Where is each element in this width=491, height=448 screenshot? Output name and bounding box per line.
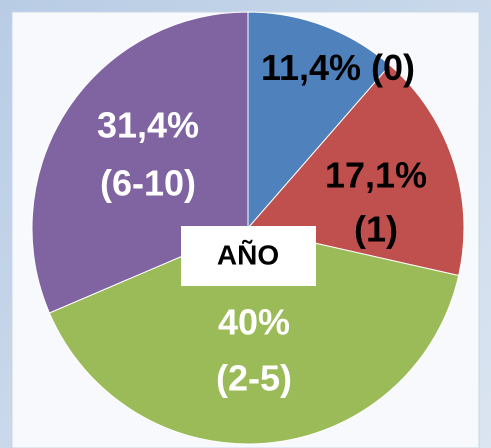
pie-slice xyxy=(247,64,465,277)
pie-slice xyxy=(247,11,391,230)
value-label: 17,1% xyxy=(325,155,427,196)
slice-label: 11,4% (0) xyxy=(261,47,415,88)
category-label: (0) xyxy=(371,47,415,88)
category-label: (2-5) xyxy=(216,358,292,399)
value-label: 31,4% xyxy=(97,105,199,146)
value-label: 11,4% xyxy=(261,47,361,88)
category-label: (6-10) xyxy=(100,163,196,204)
category-label: (1) xyxy=(354,209,398,250)
center-box xyxy=(181,226,316,286)
value-label: 40% xyxy=(218,302,290,343)
center-label: AÑO xyxy=(217,239,279,270)
pie-slice xyxy=(48,227,460,445)
